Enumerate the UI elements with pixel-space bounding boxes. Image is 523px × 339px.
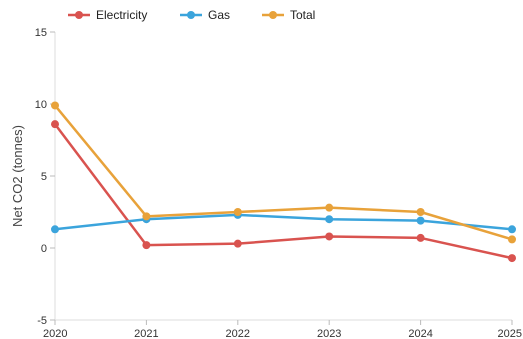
data-point-total[interactable] [508,235,516,243]
axes [55,32,512,320]
legend-label-gas[interactable]: Gas [208,8,230,22]
x-tick-label: 2020 [43,328,67,339]
x-tick-label: 2025 [498,328,522,339]
series-line-gas [55,215,512,229]
data-point-gas[interactable] [325,215,333,223]
x-tick-label: 2021 [134,328,158,339]
series-line-electricity [55,124,512,258]
y-axis-title: Net CO2 (tonnes) [10,125,25,227]
legend-marker-total [269,11,277,19]
series-layer [51,101,516,262]
x-tick-label: 2022 [226,328,250,339]
data-point-electricity[interactable] [234,240,242,248]
data-point-electricity[interactable] [51,120,59,128]
data-point-electricity[interactable] [417,234,425,242]
legend: Electricity Gas Total [68,8,315,22]
y-tick-label: 10 [35,99,47,111]
y-ticks: -5 0 5 10 15 [35,27,55,327]
data-point-total[interactable] [325,204,333,212]
data-point-total[interactable] [417,208,425,216]
data-point-gas[interactable] [417,217,425,225]
data-point-total[interactable] [51,101,59,109]
x-tick-label: 2024 [408,328,432,339]
data-point-electricity[interactable] [142,241,150,249]
y-tick-label: 5 [41,171,47,183]
legend-marker-gas [187,11,195,19]
series-line-total [55,105,512,239]
x-tick-label: 2023 [317,328,341,339]
data-point-gas[interactable] [508,225,516,233]
y-tick-label: 0 [41,243,47,255]
x-ticks: 2020 2021 2022 2023 2024 2025 [43,320,522,339]
y-tick-label: 15 [35,27,47,39]
legend-marker-electricity [75,11,83,19]
y-tick-label: -5 [37,315,47,327]
data-point-electricity[interactable] [325,232,333,240]
data-point-total[interactable] [142,212,150,220]
legend-label-electricity[interactable]: Electricity [96,8,147,22]
data-point-gas[interactable] [51,225,59,233]
data-point-total[interactable] [234,208,242,216]
data-point-electricity[interactable] [508,254,516,262]
legend-label-total[interactable]: Total [290,8,315,22]
